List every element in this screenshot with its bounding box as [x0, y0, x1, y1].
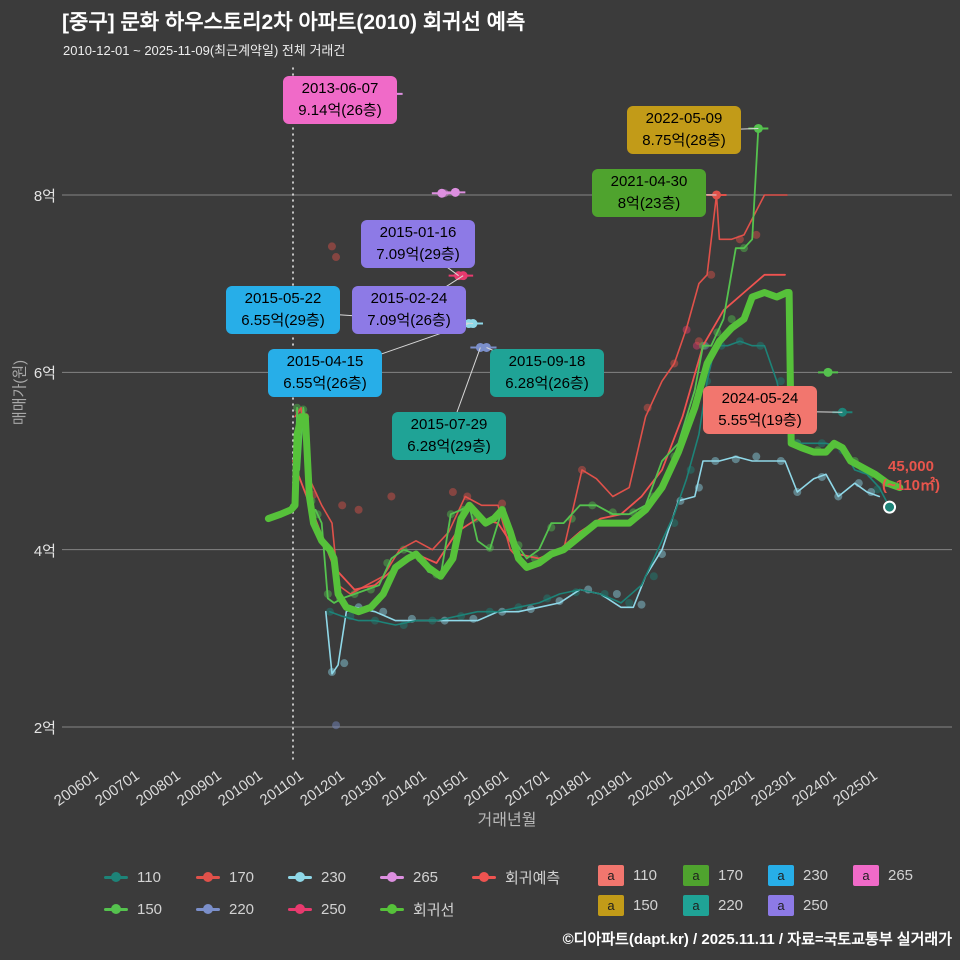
annotation-2015-05-22: 2015-05-22 6.55억(29층) [226, 286, 340, 334]
legend-marker-icon [104, 902, 128, 916]
series-회귀선 [264, 289, 904, 616]
scatter-point [752, 452, 761, 461]
annotation-2022-05-09: 2022-05-09 8.75억(28층) [627, 106, 741, 154]
legend-label-item-230: a 230 [768, 864, 853, 886]
legend-label-item-170: a 170 [683, 864, 768, 886]
scatter-point [649, 572, 658, 581]
latest-price-label: 45,000 (~110㎡) [870, 457, 952, 495]
legend-marker-icon [196, 902, 220, 916]
scatter-point [707, 270, 716, 279]
legend-annotation-colors: a 110 a 170 a 230 a 265 a 150 a 220 a 250 [598, 864, 938, 916]
annotation-2021-04-30: 2021-04-30 8억(23층) [592, 169, 706, 217]
legend-label-item-250: a 250 [768, 894, 853, 916]
scatter-point [387, 492, 396, 501]
scatter-point [338, 501, 347, 510]
latest-price-area: (~110㎡) [882, 477, 940, 494]
annotation-2015-09-18: 2015-09-18 6.28억(26층) [490, 349, 604, 397]
scatter-point [694, 337, 703, 346]
legend-item-265: 265 [380, 866, 472, 888]
page-title: [중구] 문화 하우스토리2차 아파트(2010) 회귀선 예측 [62, 11, 526, 34]
legend-label-item-220: a 220 [683, 894, 768, 916]
scatter-point [637, 600, 646, 609]
annotation-2024-05-24: 2024-05-24 5.55억(19층) [703, 386, 817, 434]
scatter-point [498, 499, 507, 508]
series-150 [290, 127, 760, 604]
legend-marker-icon [472, 870, 496, 884]
legend-item-회귀선: 회귀선 [380, 898, 472, 920]
scatter-point [752, 230, 761, 239]
scatter-point [332, 721, 341, 730]
legend-item-170: 170 [196, 866, 288, 888]
annotation-color-swatch: a [683, 894, 709, 916]
latest-price-value: 45,000 [888, 458, 934, 475]
annotation-color-swatch: a [683, 864, 709, 886]
scatter-point [327, 242, 336, 251]
scatter-point [332, 253, 341, 262]
annotation-color-swatch: a [768, 894, 794, 916]
y-axis-label: 매매가(원) [11, 359, 29, 426]
legend-label-item-150: a 150 [598, 894, 683, 916]
credit-footer: ©디아파트(dapt.kr) / 2025.11.11 / 자료=국토교통부 실… [562, 931, 952, 948]
annotation-2015-02-24: 2015-02-24 7.09억(26층) [352, 286, 466, 334]
legend-series: 110 170 230 265 회귀예측 150 220 250 회귀선 [104, 866, 564, 920]
scatter-point [776, 377, 785, 386]
legend-label-item-265: a 265 [853, 864, 938, 886]
legend-marker-icon [288, 902, 312, 916]
legend-marker-icon [196, 870, 220, 884]
legend-item-110: 110 [104, 866, 196, 888]
y-tick-label: 8억 [33, 187, 56, 205]
y-tick-label: 6억 [33, 365, 56, 383]
marker-dot [450, 187, 460, 197]
legend-item-회귀예측: 회귀예측 [472, 866, 564, 888]
legend-marker-icon [380, 902, 404, 916]
series-230 [324, 455, 881, 675]
x-axis-label: 거래년월 [477, 812, 537, 829]
scatter-point [340, 659, 349, 668]
legend-item-150: 150 [104, 898, 196, 920]
annotation-color-swatch: a [853, 864, 879, 886]
scatter-point [469, 614, 478, 623]
scatter-point [448, 488, 457, 497]
legend-marker-icon [288, 870, 312, 884]
annotation-2015-07-29: 2015-07-29 6.28억(29층) [392, 412, 506, 460]
legend-item-220: 220 [196, 898, 288, 920]
y-tick-label: 4억 [33, 542, 56, 560]
marker-dot [753, 123, 763, 133]
legend-marker-icon [380, 870, 404, 884]
annotation-2015-01-16: 2015-01-16 7.09억(29층) [361, 220, 475, 268]
legend-label-item-110: a 110 [598, 864, 683, 886]
series-110 [329, 340, 891, 626]
last-transaction-dot [883, 500, 897, 514]
annotation-color-swatch: a [598, 864, 624, 886]
annotation-color-swatch: a [598, 894, 624, 916]
scatter-point [692, 341, 701, 350]
legend-marker-icon [104, 870, 128, 884]
scatter-point [727, 315, 736, 324]
scatter-point [625, 598, 634, 607]
chart-subtitle: 2010-12-01 ~ 2025-11-09(최근계약일) 전체 거래건 [63, 43, 346, 58]
scatter-point [354, 505, 363, 514]
annotation-color-swatch: a [768, 864, 794, 886]
legend-item-230: 230 [288, 866, 380, 888]
marker-dot [823, 367, 833, 377]
scatter-point [612, 589, 621, 598]
legend-item-250: 250 [288, 898, 380, 920]
annotation-2015-04-15: 2015-04-15 6.55억(26층) [268, 349, 382, 397]
annotation-2013-06-07: 2013-06-07 9.14억(26층) [283, 76, 397, 124]
marker-dot [437, 188, 447, 198]
y-tick-label: 2억 [33, 720, 56, 737]
